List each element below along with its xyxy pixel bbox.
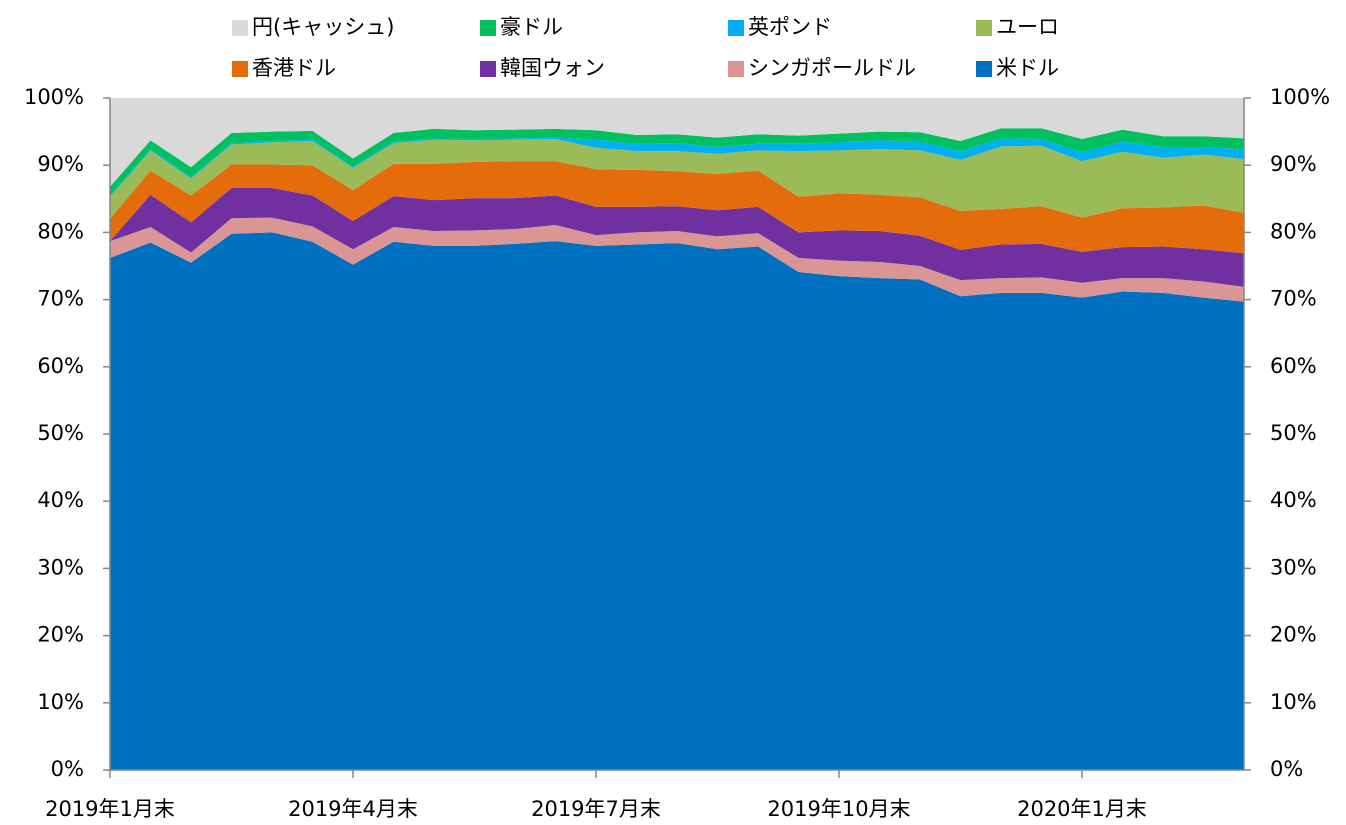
y2-tick-label: 100%	[1270, 85, 1330, 109]
y2-tick-label: 40%	[1270, 488, 1317, 512]
area	[110, 188, 1244, 287]
legend-label: シンガポールドル	[748, 56, 916, 80]
x-tick-label: 2020年1月末	[1017, 797, 1147, 821]
y-tick-label: 70%	[37, 287, 84, 311]
legend-swatch	[728, 61, 744, 77]
legend-label: 英ポンド	[748, 15, 832, 39]
legend-swatch	[976, 61, 992, 77]
y2-tick-label: 0%	[1270, 757, 1303, 781]
area	[110, 232, 1244, 770]
x-tick-label: 2019年10月末	[767, 797, 910, 821]
y2-tick-label: 50%	[1270, 421, 1317, 445]
area	[110, 161, 1244, 254]
y-tick-label: 0%	[51, 757, 84, 781]
y-tick-label: 90%	[37, 152, 84, 176]
legend-label: ユーロ	[996, 15, 1059, 39]
area	[110, 138, 1244, 219]
area	[110, 137, 1244, 197]
legend-swatch	[728, 20, 744, 36]
y2-tick-label: 30%	[1270, 555, 1317, 579]
y2-tick-label: 70%	[1270, 287, 1317, 311]
legend-label: 米ドル	[996, 56, 1059, 80]
area	[110, 128, 1244, 196]
legend-label: 香港ドル	[252, 56, 336, 80]
y2-tick-label: 10%	[1270, 690, 1317, 714]
y2-tick-label: 90%	[1270, 152, 1317, 176]
legend-label: 豪ドル	[500, 15, 563, 39]
area	[110, 217, 1244, 302]
y-tick-label: 100%	[24, 85, 84, 109]
y-tick-label: 10%	[37, 690, 84, 714]
y-tick-label: 80%	[37, 219, 84, 243]
y2-tick-label: 60%	[1270, 354, 1317, 378]
legend-swatch	[976, 20, 992, 36]
x-tick-label: 2019年4月末	[288, 797, 418, 821]
y-tick-label: 50%	[37, 421, 84, 445]
y-tick-label: 20%	[37, 623, 84, 647]
legend-swatch	[232, 20, 248, 36]
y-tick-label: 40%	[37, 488, 84, 512]
y-tick-label: 60%	[37, 354, 84, 378]
legend-label: 韓国ウォン	[500, 56, 605, 80]
y2-tick-label: 80%	[1270, 219, 1317, 243]
x-tick-label: 2019年7月末	[531, 797, 661, 821]
y2-tick-label: 20%	[1270, 623, 1317, 647]
legend-swatch	[480, 61, 496, 77]
x-tick-label: 2019年1月末	[45, 797, 175, 821]
legend-label: 円(キャッシュ)	[252, 15, 394, 39]
area	[110, 98, 1244, 187]
legend-swatch	[480, 20, 496, 36]
y-tick-label: 30%	[37, 555, 84, 579]
legend-swatch	[232, 61, 248, 77]
